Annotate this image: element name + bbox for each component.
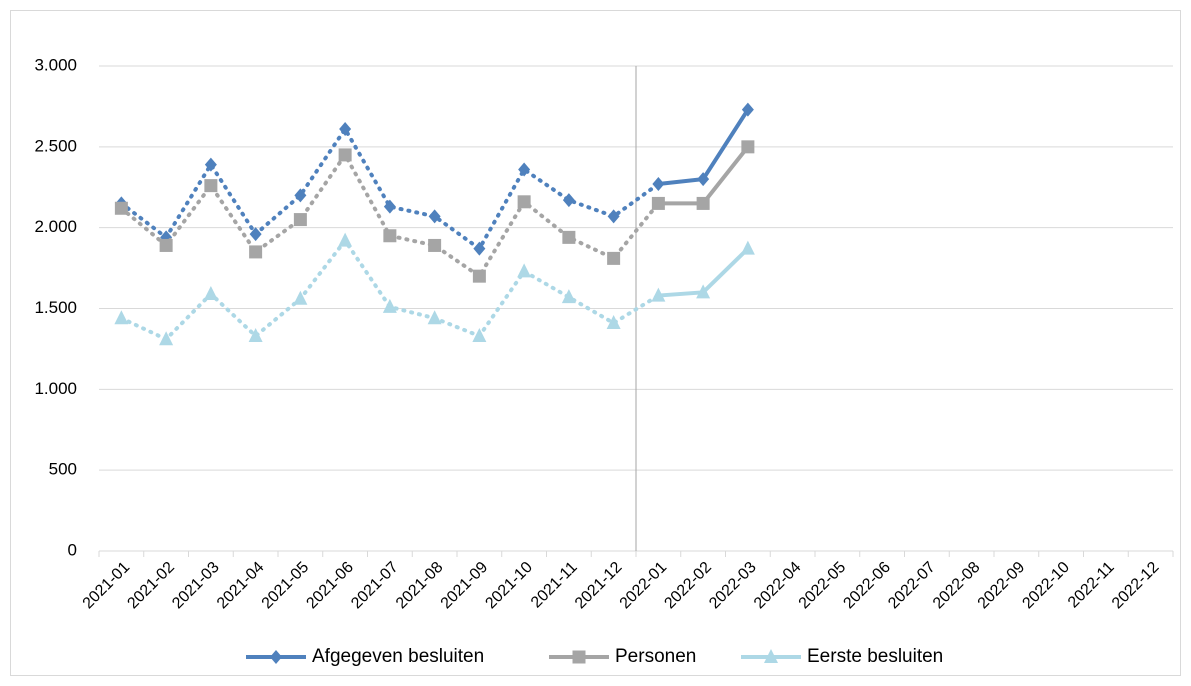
- marker: [651, 287, 666, 302]
- marker: [517, 195, 531, 209]
- marker: [159, 238, 173, 252]
- marker: [159, 331, 174, 346]
- marker: [562, 193, 575, 208]
- marker: [697, 172, 710, 187]
- marker: [561, 289, 576, 304]
- marker: [741, 140, 755, 154]
- marker: [114, 310, 129, 325]
- marker: [472, 327, 487, 342]
- marker: [338, 148, 352, 162]
- marker: [428, 238, 442, 252]
- marker: [204, 157, 217, 172]
- marker: [204, 179, 218, 193]
- marker: [606, 315, 621, 330]
- marker: [114, 201, 128, 215]
- marker: [293, 290, 308, 305]
- marker: [607, 251, 621, 265]
- marker: [652, 177, 665, 192]
- marker: [518, 162, 531, 177]
- marker: [572, 650, 586, 664]
- legend-label: Eerste besluiten: [807, 646, 943, 667]
- marker: [249, 227, 262, 242]
- marker: [249, 245, 263, 259]
- chart-border: [10, 10, 1181, 676]
- marker: [696, 284, 711, 299]
- marker: [294, 188, 307, 203]
- y-tick-label: 3.000: [34, 55, 77, 74]
- legend-label: Personen: [615, 646, 696, 667]
- y-tick-label: 1.000: [34, 379, 77, 398]
- marker: [740, 240, 755, 255]
- y-tick-label: 0: [68, 540, 77, 559]
- marker: [651, 196, 665, 210]
- marker: [339, 122, 352, 137]
- marker: [607, 209, 620, 224]
- marker: [203, 285, 218, 300]
- marker: [338, 232, 353, 247]
- y-tick-label: 2.500: [34, 136, 77, 155]
- marker: [517, 263, 532, 278]
- marker: [248, 327, 263, 342]
- y-tick-label: 2.000: [34, 217, 77, 236]
- marker: [741, 102, 754, 117]
- marker: [383, 229, 397, 243]
- marker: [472, 269, 486, 283]
- y-tick-label: 500: [49, 460, 77, 479]
- marker: [427, 310, 442, 325]
- marker: [473, 241, 486, 256]
- marker: [293, 213, 307, 227]
- marker: [696, 196, 710, 210]
- marker: [764, 649, 778, 663]
- marker: [382, 298, 397, 313]
- marker: [270, 650, 282, 664]
- legend-label: Afgegeven besluiten: [312, 646, 484, 667]
- y-tick-label: 1.500: [34, 298, 77, 317]
- marker: [383, 199, 396, 214]
- marker: [562, 230, 576, 244]
- marker: [428, 209, 441, 224]
